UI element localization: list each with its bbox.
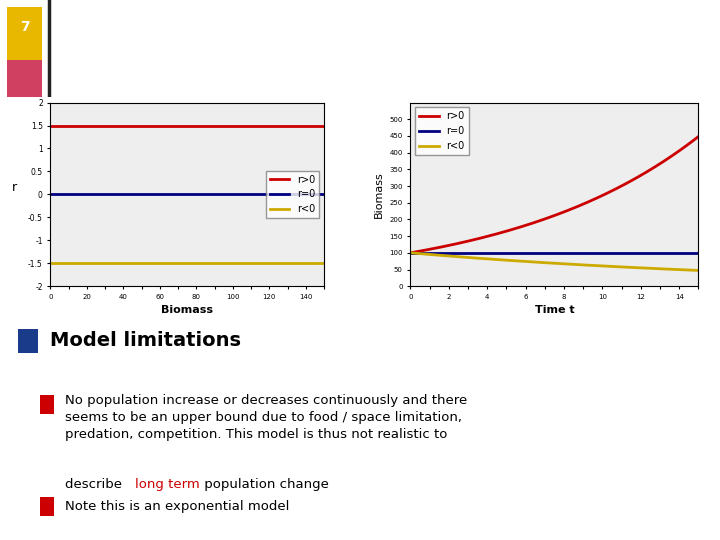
FancyBboxPatch shape <box>7 7 42 73</box>
Text: long term: long term <box>135 478 199 491</box>
FancyBboxPatch shape <box>40 497 54 516</box>
FancyBboxPatch shape <box>40 395 54 414</box>
Text: No population increase or decreases continuously and there
seems to be an upper : No population increase or decreases cont… <box>65 394 467 441</box>
Text: 7: 7 <box>19 20 30 34</box>
X-axis label: Time t: Time t <box>534 306 575 315</box>
Text: population change: population change <box>200 478 329 491</box>
Text: Model limitations: Model limitations <box>50 331 241 350</box>
Legend: r>0, r=0, r<0: r>0, r=0, r<0 <box>266 171 319 218</box>
Legend: r>0, r=0, r<0: r>0, r=0, r<0 <box>415 107 469 155</box>
Text: $B_t = B_t + rB_t$: $B_t = B_t + rB_t$ <box>480 109 620 134</box>
Text: describe: describe <box>65 478 126 491</box>
Y-axis label: r: r <box>12 181 17 194</box>
X-axis label: Biomass: Biomass <box>161 306 213 315</box>
FancyBboxPatch shape <box>18 328 38 353</box>
Y-axis label: Biomass: Biomass <box>374 171 384 218</box>
Text: Population growth curves: Population growth curves <box>65 35 428 59</box>
Text: Note this is an exponential model: Note this is an exponential model <box>65 500 289 513</box>
FancyBboxPatch shape <box>7 60 42 97</box>
